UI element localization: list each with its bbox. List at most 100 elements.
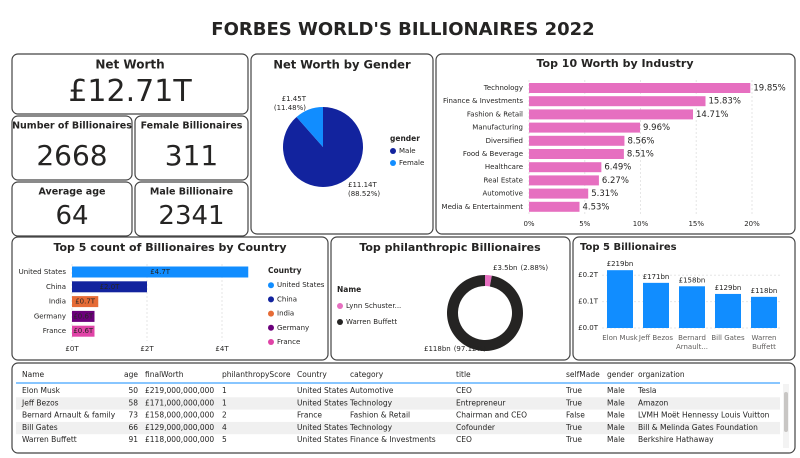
legend-title: gender <box>390 134 420 143</box>
bar <box>529 149 624 159</box>
table-cell: 2 <box>222 411 227 420</box>
table-cell: Tesla <box>637 386 657 395</box>
table-cell: £219,000,000,000 <box>145 386 214 395</box>
table-cell: 1 <box>222 398 227 407</box>
table-cell: 58 <box>128 398 138 407</box>
x-tick-label: 10% <box>633 220 649 228</box>
bar <box>529 188 589 199</box>
data-label: 4.53% <box>583 202 610 212</box>
data-label: 5.31% <box>591 189 618 199</box>
legend-marker <box>268 339 274 345</box>
table-cell: True <box>565 398 582 407</box>
x-tick-label: 5% <box>579 220 590 228</box>
data-label: 14.71% <box>696 110 728 120</box>
bar <box>529 135 625 146</box>
legend-label: Female <box>399 159 424 167</box>
table-cell: Entrepreneur <box>456 398 506 407</box>
dashboard-title: FORBES WORLD'S BILLIONAIRES 2022 <box>211 19 594 40</box>
x-tick-label: Bill Gates <box>711 334 745 342</box>
table-cell: Male <box>607 423 625 432</box>
bar <box>643 282 669 328</box>
row-band <box>16 397 780 410</box>
percent-label: (2.88%) <box>520 264 548 272</box>
y-tick-label: China <box>46 283 66 291</box>
chart-title: Top 10 Worth by Industry <box>537 57 694 70</box>
table-cell: France <box>297 411 322 420</box>
percent-label: (88.52%) <box>348 190 380 198</box>
y-tick-label: Media & Entertainment <box>442 203 524 211</box>
bar <box>529 83 751 93</box>
legend-title: Name <box>337 285 361 294</box>
table-cell: Bill & Melinda Gates Foundation <box>638 423 758 432</box>
x-tick-label: £0T <box>65 345 79 353</box>
card-label: Male Billionaire <box>150 187 233 198</box>
legend-marker <box>337 319 343 325</box>
row-band <box>16 421 780 435</box>
data-label: 15.83% <box>709 97 741 107</box>
table-cell: United States <box>297 423 348 432</box>
y-tick-label: £0.2T <box>578 271 599 279</box>
table-header: Name <box>22 370 45 379</box>
table-header: category <box>350 370 384 379</box>
table-cell: Automotive <box>350 386 394 395</box>
legend-label: Lynn Schuster... <box>346 302 401 310</box>
data-label: £158bn <box>679 276 706 284</box>
legend-marker <box>268 282 274 289</box>
card-label: Female Billionaires <box>141 121 243 132</box>
bar <box>72 281 147 293</box>
bar <box>529 122 641 133</box>
y-tick-label: Food & Beverage <box>463 150 523 158</box>
table-cell: Berkshire Hathaway <box>638 435 714 444</box>
bar <box>529 175 599 186</box>
legend-marker <box>268 296 274 303</box>
data-label: 8.51% <box>627 150 654 160</box>
panel <box>134 115 249 181</box>
y-tick-label: Fashion & Retail <box>467 110 523 118</box>
chart-title: Top 5 Billionaires <box>580 242 677 253</box>
bar <box>679 286 705 328</box>
legend-label: China <box>277 295 297 303</box>
data-label: 6.27% <box>602 176 629 186</box>
data-label: £171bn <box>643 273 670 281</box>
y-tick-label: United States <box>19 268 67 276</box>
table-cell: £171,000,000,000 <box>145 398 214 407</box>
bar <box>715 293 741 328</box>
card-value: 64 <box>55 201 88 231</box>
data-label: £3.5bn <box>493 264 517 272</box>
table-cell: True <box>565 386 582 395</box>
data-label: 19.85% <box>753 84 785 94</box>
y-tick-label: Diversified <box>486 137 523 145</box>
bar <box>529 162 602 173</box>
table-cell: £129,000,000,000 <box>145 423 214 432</box>
percent-label: (97.12%) <box>454 345 486 353</box>
x-tick-label: Warren Buffett <box>751 334 777 351</box>
table-cell: Technology <box>349 423 393 432</box>
table-cell: £158,000,000,000 <box>145 411 214 420</box>
y-tick-label: Real Estate <box>484 176 523 184</box>
table-header: finalWorth <box>145 370 184 379</box>
legend-label: India <box>277 310 294 318</box>
pie-slice <box>296 107 323 147</box>
table-cell: Elon Musk <box>22 386 61 395</box>
table-header: organization <box>638 370 685 379</box>
table-cell: LVMH Moët Hennessy Louis Vuitton <box>638 411 770 420</box>
data-label: 6.49% <box>604 163 631 173</box>
data-label: £11.14T <box>348 181 377 189</box>
table-cell: United States <box>297 386 348 395</box>
table-cell: Fashion & Retail <box>350 411 410 420</box>
bar <box>72 266 249 278</box>
legend-marker <box>390 160 396 166</box>
table-cell: Bill Gates <box>22 423 58 432</box>
x-tick-label: 0% <box>523 220 534 228</box>
table-cell: Finance & Investments <box>350 435 436 444</box>
scrollbar-thumb <box>784 392 788 432</box>
x-tick-label: Elon Musk <box>602 334 638 342</box>
x-tick-label: £4T <box>215 345 229 353</box>
data-label: £0.6T <box>73 327 94 335</box>
chart-title: Top philanthropic Billionaires <box>359 241 541 254</box>
bar <box>72 296 99 308</box>
x-tick-label: 15% <box>688 220 704 228</box>
data-label: £0.6T <box>73 312 94 320</box>
table-cell: 1 <box>222 386 227 395</box>
panel <box>11 115 133 181</box>
